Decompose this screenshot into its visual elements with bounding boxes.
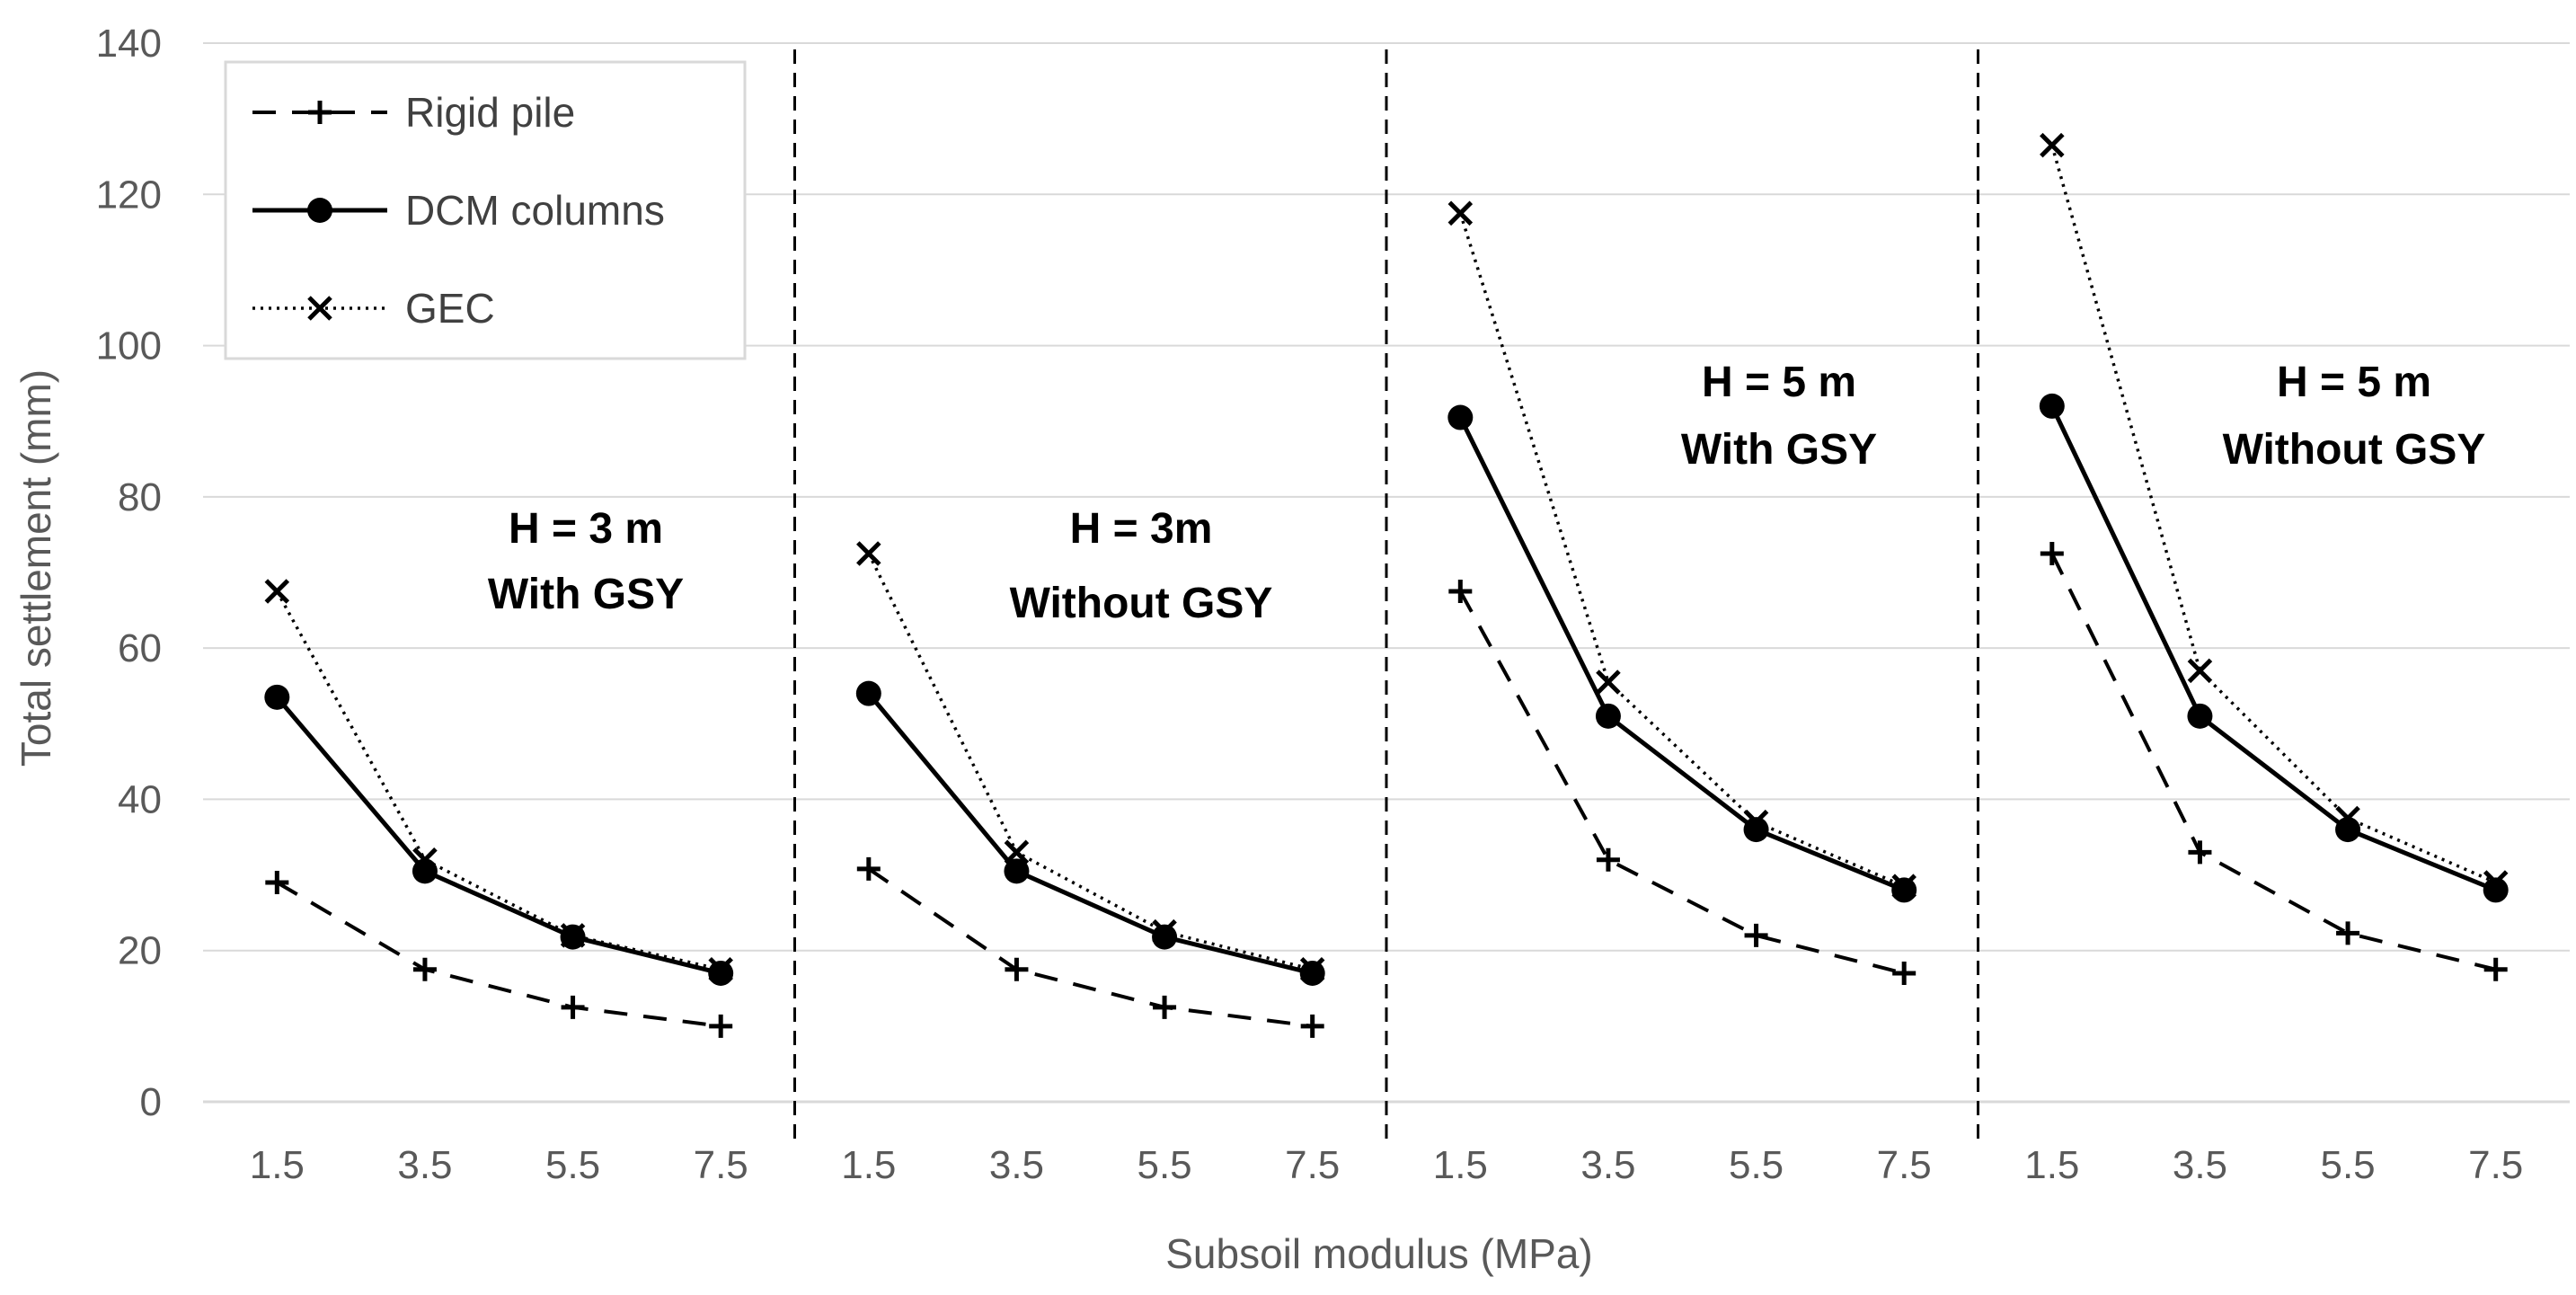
panel-label-gsy-3: Without GSY <box>2223 426 2486 474</box>
x-tick-label-2-3: 7.5 <box>1877 1143 1932 1187</box>
legend-marker-dcm-columns <box>307 198 332 223</box>
panel-label-gsy-0: With GSY <box>488 571 684 618</box>
data-point-rigid-pile-panel-3-2 <box>2336 921 2360 945</box>
series-line-dcm-columns-panel-0 <box>275 696 721 976</box>
data-point-gec-panel-3-1 <box>2187 658 2213 684</box>
data-point-rigid-pile-panel-1-2 <box>1153 995 1177 1019</box>
panel-label-gsy-1: Without GSY <box>1010 580 1273 627</box>
series-line-dcm-columns-panel-1 <box>866 692 1314 976</box>
y-tick-labels: 0 20 40 60 80 100 120 140 <box>96 22 162 1124</box>
data-point-dcm-columns-panel-2-3 <box>1891 877 1917 903</box>
data-point-dcm-columns-panel-1-3 <box>1299 960 1325 986</box>
legend: Rigid pile DCM columns GEC <box>224 60 747 360</box>
data-point-dcm-columns-panel-3-0 <box>2039 393 2065 419</box>
x-tick-label-1-0: 1.5 <box>841 1143 896 1187</box>
x-tick-label-2-0: 1.5 <box>1433 1143 1488 1187</box>
data-point-dcm-columns-panel-0-2 <box>560 924 586 950</box>
x-tick-label-0-3: 7.5 <box>694 1143 748 1187</box>
data-point-rigid-pile-panel-2-2 <box>1744 923 1768 947</box>
panel-dividers <box>793 49 1979 1147</box>
data-point-rigid-pile-panel-2-0 <box>1448 580 1473 604</box>
data-point-dcm-columns-panel-3-1 <box>2187 703 2213 729</box>
data-point-dcm-columns-panel-3-3 <box>2483 877 2509 903</box>
data-point-rigid-pile-panel-2-3 <box>1892 961 1917 985</box>
data-point-rigid-pile-panel-3-0 <box>2040 541 2064 565</box>
data-point-dcm-columns-panel-2-1 <box>1595 703 1621 729</box>
data-point-dcm-columns-panel-0-1 <box>412 858 438 884</box>
legend-marker-gec <box>307 296 332 321</box>
panel-label-height-2: H = 5 m <box>1702 359 1856 406</box>
y-tick-label-3: 60 <box>118 626 162 670</box>
x-axis-title: Subsoil modulus (MPa) <box>1165 1230 1593 1277</box>
data-point-gec-panel-0-0 <box>264 579 290 604</box>
panel-label-gsy-2: With GSY <box>1681 426 1877 474</box>
y-tick-label-5: 100 <box>96 324 162 368</box>
data-point-rigid-pile-panel-0-2 <box>561 995 585 1019</box>
series-line-rigid-pile-panel-0 <box>276 881 721 1028</box>
data-point-dcm-columns-panel-0-3 <box>708 960 734 986</box>
data-point-gec-panel-1-0 <box>856 541 881 566</box>
legend-label-gec: GEC <box>405 285 495 332</box>
data-point-rigid-pile-panel-3-3 <box>2483 957 2508 981</box>
y-tick-label-0: 0 <box>140 1080 162 1124</box>
y-tick-label-1: 20 <box>118 929 162 973</box>
series <box>264 132 2509 1038</box>
panel-labels: H = 3 m With GSY H = 3m Without GSY H = 5 m W… <box>488 359 2486 627</box>
data-point-rigid-pile-panel-0-1 <box>412 957 437 981</box>
x-tick-label-3-0: 1.5 <box>2024 1143 2079 1187</box>
data-point-dcm-columns-panel-0-0 <box>264 684 290 710</box>
panel-label-height-3: H = 5 m <box>2277 359 2431 406</box>
data-point-rigid-pile-panel-0-3 <box>709 1014 733 1038</box>
x-tick-label-3-3: 7.5 <box>2468 1143 2523 1187</box>
data-point-dcm-columns-panel-1-1 <box>1004 858 1030 884</box>
data-point-rigid-pile-panel-3-1 <box>2188 840 2212 865</box>
data-point-dcm-columns-panel-1-0 <box>855 680 881 706</box>
data-point-rigid-pile-panel-0-0 <box>265 870 289 894</box>
data-point-dcm-columns-panel-3-2 <box>2335 817 2361 843</box>
series-line-dcm-columns-panel-3 <box>2049 404 2497 892</box>
x-tick-labels: 1.5 3.5 5.5 7.5 1.5 3.5 5.5 7.5 1.5 3.5 5.5 7.5 1.5 3… <box>250 1143 2524 1187</box>
x-tick-label-1-2: 5.5 <box>1137 1143 1191 1187</box>
x-tick-label-2-1: 3.5 <box>1580 1143 1635 1187</box>
panel-label-height-1: H = 3m <box>1070 505 1213 553</box>
data-point-dcm-columns-panel-2-0 <box>1447 404 1474 430</box>
x-tick-label-1-3: 7.5 <box>1285 1143 1340 1187</box>
data-point-rigid-pile-panel-2-1 <box>1596 847 1620 872</box>
series-line-gec-panel-3 <box>2050 145 2497 884</box>
legend-marker-rigid-pile <box>308 101 332 124</box>
data-point-gec-panel-2-0 <box>1447 200 1474 226</box>
data-point-rigid-pile-panel-1-3 <box>1300 1014 1324 1038</box>
series-line-dcm-columns-panel-2 <box>1458 416 1906 892</box>
y-tick-label-4: 80 <box>118 475 162 519</box>
x-tick-label-2-2: 5.5 <box>1729 1143 1784 1187</box>
y-axis-title: Total settlement (mm) <box>13 369 59 767</box>
data-point-rigid-pile-panel-1-1 <box>1005 957 1029 981</box>
data-point-dcm-columns-panel-2-2 <box>1743 817 1769 843</box>
legend-label-dcm-columns: DCM columns <box>405 187 665 234</box>
data-point-gec-panel-2-1 <box>1596 670 1621 695</box>
series-line-rigid-pile-panel-1 <box>867 867 1313 1028</box>
y-tick-label-6: 120 <box>96 173 162 217</box>
legend-label-rigid-pile: Rigid pile <box>405 89 575 136</box>
data-point-gec-panel-3-0 <box>2040 132 2065 158</box>
x-tick-label-0-0: 1.5 <box>250 1143 305 1187</box>
data-point-rigid-pile-panel-1-0 <box>856 856 881 881</box>
data-point-dcm-columns-panel-1-2 <box>1152 924 1178 950</box>
y-tick-label-2: 40 <box>118 777 162 821</box>
x-tick-label-3-2: 5.5 <box>2320 1143 2375 1187</box>
legend-entries: Rigid pile DCM columns GEC <box>252 89 665 332</box>
panel-label-height-0: H = 3 m <box>509 505 663 553</box>
x-tick-label-1-1: 3.5 <box>989 1143 1044 1187</box>
series-line-gec-panel-0 <box>275 590 721 971</box>
y-tick-label-7: 140 <box>96 22 162 66</box>
x-tick-label-0-1: 3.5 <box>397 1143 452 1187</box>
series-line-rigid-pile-panel-3 <box>2050 553 2497 971</box>
x-tick-label-0-2: 5.5 <box>545 1143 600 1187</box>
x-tick-label-3-1: 3.5 <box>2173 1143 2227 1187</box>
